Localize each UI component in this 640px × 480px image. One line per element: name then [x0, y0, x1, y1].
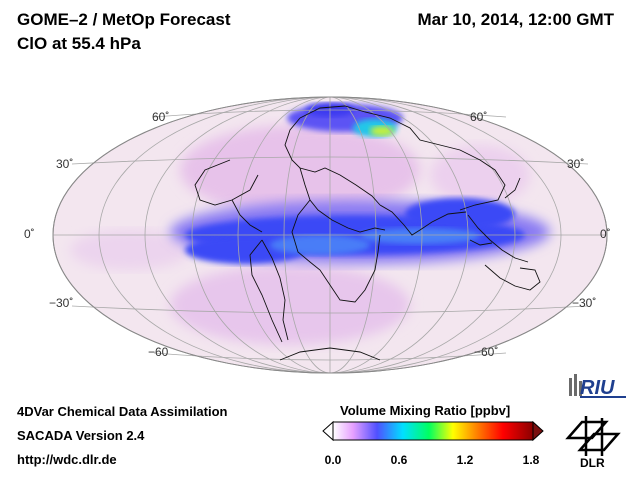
- colorbar-tick-1: 0.6: [390, 453, 408, 467]
- coastlines: [194, 105, 541, 361]
- lat-label-left-30: 30˚: [56, 157, 74, 171]
- dlr-logo: DLR: [565, 416, 621, 470]
- riu-logo: RIU: [569, 374, 626, 399]
- lat-label-right-m30: −30˚: [572, 296, 597, 310]
- forecast-datetime: Mar 10, 2014, 12:00 GMT: [417, 10, 614, 29]
- footer-line-2: SACADA Version 2.4: [17, 428, 145, 443]
- colorbar-min-arrow: [322, 420, 334, 442]
- lat-label-left-0: 0˚: [24, 227, 35, 241]
- colorbar-tick-3: 1.8: [522, 453, 540, 467]
- page-title: GOME–2 / MetOp Forecast: [17, 10, 231, 29]
- lat-label-right-m60: −60˚: [474, 345, 499, 359]
- lat-label-left-m30: −30˚: [49, 296, 74, 310]
- colorbar-title: Volume Mixing Ratio [ppbv]: [340, 403, 511, 418]
- footer-link[interactable]: http://wdc.dlr.de: [17, 452, 117, 467]
- svg-text:RIU: RIU: [580, 377, 615, 399]
- colorbar-tick-0: 0.0: [324, 453, 342, 467]
- colorbar-gradient: [332, 421, 534, 441]
- colorbar-max-arrow: [532, 420, 544, 442]
- species-label: ClO at 55.4 hPa: [17, 34, 141, 53]
- svg-text:DLR: DLR: [580, 456, 605, 470]
- world-map: [52, 96, 608, 374]
- lat-label-right-30: 30˚: [567, 157, 585, 171]
- footer-line-1: 4DVar Chemical Data Assimilation: [17, 404, 228, 419]
- colorbar: [322, 420, 544, 442]
- lat-label-left-m60: −60: [148, 345, 169, 359]
- lat-label-left-60: 60˚: [152, 110, 170, 124]
- lat-label-right-0: 0˚: [600, 227, 611, 241]
- lat-label-right-60: 60˚: [470, 110, 488, 124]
- colorbar-tick-2: 1.2: [456, 453, 474, 467]
